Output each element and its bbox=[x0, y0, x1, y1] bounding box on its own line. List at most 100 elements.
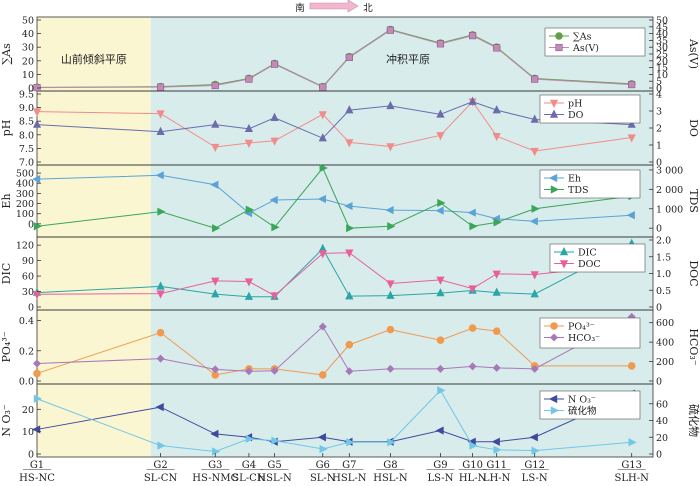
legend-box bbox=[539, 317, 641, 349]
data-point bbox=[627, 362, 636, 370]
data-point bbox=[530, 364, 539, 373]
legend-box bbox=[549, 243, 646, 273]
left-axis-label: PO₄³⁻ bbox=[0, 331, 13, 362]
left-tick-label: 400 bbox=[16, 179, 34, 190]
data-point bbox=[435, 206, 444, 215]
x-sublabel: LH-N bbox=[483, 473, 511, 484]
legend-marker bbox=[549, 109, 559, 118]
left-tick-label: 40 bbox=[22, 29, 34, 40]
left-tick-label: 10 bbox=[22, 70, 34, 81]
x-category-label: G10 bbox=[462, 460, 483, 471]
data-point bbox=[157, 441, 166, 450]
left-tick-label: 9.0 bbox=[19, 103, 34, 114]
x-sublabel: HL-N bbox=[459, 473, 487, 484]
data-point bbox=[33, 369, 41, 378]
data-point bbox=[345, 340, 354, 349]
left-tick-label: 20 bbox=[22, 56, 34, 67]
data-point bbox=[469, 32, 477, 40]
data-point bbox=[435, 426, 444, 435]
left-tick-label: 0.0 bbox=[19, 377, 34, 388]
x-sublabel: HS-NMC bbox=[192, 473, 238, 484]
legend-label: pH bbox=[568, 99, 582, 110]
data-point bbox=[156, 281, 165, 290]
data-point bbox=[531, 446, 540, 455]
south-label: 南 bbox=[295, 2, 305, 14]
legend-marker bbox=[559, 246, 569, 256]
data-point bbox=[529, 433, 538, 442]
data-point bbox=[211, 289, 220, 298]
data-point bbox=[492, 270, 501, 279]
data-point bbox=[157, 207, 166, 216]
data-series bbox=[31, 25, 637, 456]
data-point bbox=[245, 434, 254, 444]
data-point bbox=[493, 44, 501, 52]
legend-marker bbox=[549, 99, 559, 109]
legend-label: Eh bbox=[568, 174, 581, 185]
data-point bbox=[156, 110, 165, 119]
data-point bbox=[33, 84, 41, 92]
data-point bbox=[31, 425, 41, 434]
legend-box bbox=[544, 27, 646, 57]
right-tick-label: 0.5 bbox=[656, 286, 671, 297]
data-point bbox=[156, 328, 165, 337]
data-point bbox=[530, 114, 539, 123]
right-tick-label: 0 bbox=[656, 377, 662, 388]
data-point bbox=[319, 83, 327, 91]
data-point bbox=[33, 222, 43, 231]
legend-box bbox=[539, 169, 641, 199]
right-axis-label: As(V) bbox=[687, 38, 700, 69]
left-axis-label: pH bbox=[0, 120, 13, 137]
x-category-label: G3 bbox=[208, 460, 222, 471]
right-tick-label: 45 bbox=[656, 22, 668, 33]
left-tick-label: 0 bbox=[28, 219, 34, 230]
data-point bbox=[386, 100, 395, 110]
data-point bbox=[318, 133, 327, 142]
left-tick-label: 300 bbox=[16, 189, 34, 200]
right-axis-label: 硫化物 bbox=[687, 404, 700, 437]
data-point bbox=[436, 132, 445, 141]
right-tick-label: 2 bbox=[656, 124, 662, 135]
right-tick-label: 200 bbox=[656, 357, 674, 368]
legend-label: As(V) bbox=[572, 43, 599, 54]
region-label-alluvial: 冲积平原 bbox=[386, 52, 430, 66]
left-tick-label: 10 bbox=[22, 427, 34, 438]
data-point bbox=[436, 288, 445, 297]
data-point bbox=[436, 336, 445, 345]
left-tick-label: 8.5 bbox=[19, 117, 34, 128]
x-category-label: G8 bbox=[383, 460, 397, 471]
data-point bbox=[345, 367, 354, 376]
x-sublabel: LS-N bbox=[522, 473, 548, 484]
data-point bbox=[270, 366, 279, 375]
right-tick-label: 25 bbox=[656, 50, 668, 61]
legend-label: DO bbox=[568, 110, 584, 121]
data-point bbox=[32, 119, 42, 128]
data-point bbox=[244, 278, 254, 287]
data-point bbox=[212, 447, 221, 456]
data-point bbox=[468, 96, 477, 105]
data-point bbox=[211, 277, 220, 286]
data-point bbox=[271, 436, 280, 445]
left-tick-label: 0.2 bbox=[19, 346, 34, 357]
data-point bbox=[319, 444, 328, 454]
data-point bbox=[33, 394, 43, 403]
legend-marker bbox=[555, 32, 563, 40]
left-tick-label: 60 bbox=[22, 272, 34, 283]
left-axis-label: Eh bbox=[0, 193, 13, 208]
left-axis-label: ∑As bbox=[0, 43, 13, 65]
data-point bbox=[270, 112, 279, 121]
right-tick-label: 1 000 bbox=[656, 204, 683, 215]
data-point bbox=[212, 224, 221, 233]
left-tick-label: 100 bbox=[16, 209, 34, 220]
data-point bbox=[271, 223, 280, 232]
data-point bbox=[529, 217, 538, 226]
direction-arrow bbox=[309, 0, 359, 13]
legend-label: PO₄³⁻ bbox=[568, 322, 595, 333]
data-point bbox=[211, 119, 220, 128]
legend-marker bbox=[549, 333, 559, 342]
legend-box bbox=[539, 94, 641, 124]
data-point bbox=[245, 75, 253, 83]
data-point bbox=[317, 433, 326, 442]
right-tick-label: 5 bbox=[656, 77, 662, 88]
left-tick-label: 9.5 bbox=[19, 90, 34, 101]
data-point bbox=[318, 371, 327, 379]
